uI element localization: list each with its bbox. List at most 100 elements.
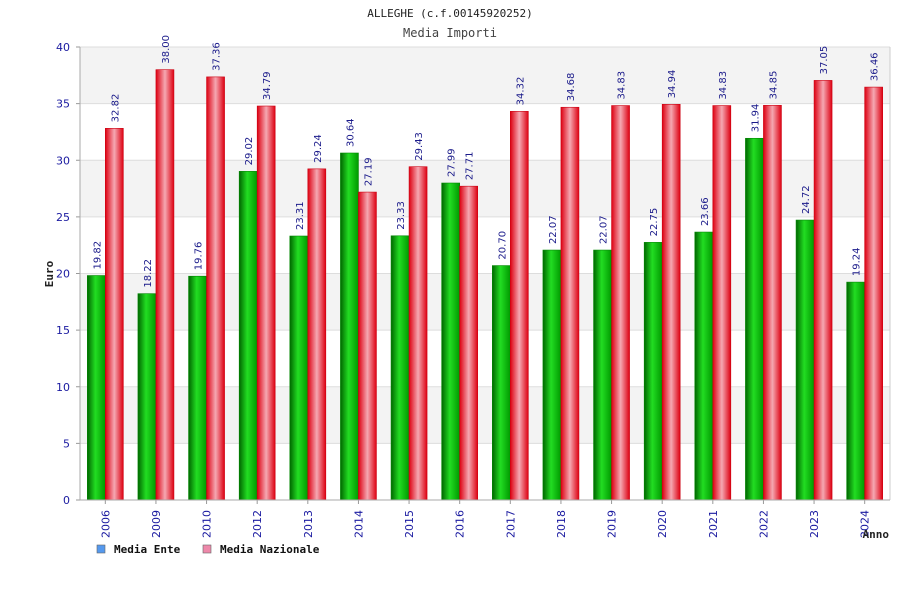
chart-subtitle: Media Importi [403,26,497,40]
data-label: 22.07 [548,215,559,244]
x-axis: 2006 2009 2010 2012 2013 2014 2015 2016 2017 2018… [80,499,890,538]
data-label: 23.33 [396,201,407,230]
y-tick-label: 30 [56,154,70,167]
x-tick-label: 2006 [99,510,112,538]
x-axis-label: Anno [863,528,890,541]
bar-media-ente [542,249,562,501]
bar-media-nazionale [560,106,580,501]
bar-media-ente [593,249,612,501]
bar-media-ente [492,265,511,501]
x-tick-label: 2024 [859,510,872,538]
data-label: 24.72 [801,185,812,214]
data-label: 38.00 [161,35,172,64]
bar-media-nazionale [408,166,428,501]
data-label: 23.66 [700,197,711,226]
x-tick-label: 2009 [150,510,163,538]
y-tick-label: 35 [56,98,70,111]
bar-media-nazionale [611,105,630,501]
chart-title: ALLEGHE (c.f.00145920252) [367,7,533,20]
bar-media-ente [694,231,714,501]
bar-media-nazionale [712,105,732,501]
bar-media-nazionale [763,105,782,501]
x-tick-label: 2012 [251,510,264,538]
y-tick-label: 40 [56,41,70,54]
x-tick-label: 2020 [656,510,669,538]
bar-media-nazionale [256,105,276,501]
bar-media-ente [340,152,359,501]
data-label: 34.79 [262,71,273,100]
data-label: 19.24 [852,247,863,276]
bar-media-nazionale [661,104,681,501]
data-label: 27.71 [465,152,476,181]
data-label: 22.07 [599,215,610,244]
bar-media-ente [441,182,460,501]
data-label: 23.31 [295,201,306,230]
data-label: 29.24 [313,134,324,163]
x-tick-label: 2023 [808,510,821,538]
bar-media-nazionale [307,168,327,501]
y-tick-label: 15 [56,324,70,337]
bar-media-nazionale [813,80,833,501]
data-label: 31.94 [750,104,761,133]
x-tick-label: 2022 [757,510,770,538]
bar-media-ente [390,235,410,501]
bar-media-nazionale [358,191,377,501]
x-tick-label: 2016 [454,510,467,538]
data-label: 19.76 [194,242,205,271]
bars-group [87,69,883,501]
bar-media-nazionale [155,69,175,501]
data-label: 37.36 [212,42,223,71]
bar-media-nazionale [459,185,478,501]
data-label: 18.22 [143,259,154,288]
data-label: 19.82 [92,241,103,270]
bar-media-ente [643,242,663,501]
y-axis-label: Euro [43,260,56,287]
data-label: 27.19 [363,157,374,186]
x-tick-label: 2013 [302,510,315,538]
bar-media-ente [745,137,764,501]
x-tick-label: 2010 [201,510,214,538]
bar-media-ente [238,171,258,501]
bar-media-ente [188,275,207,501]
data-label: 34.85 [768,71,779,100]
bar-media-ente [795,219,815,501]
data-label: 34.83 [617,71,628,100]
x-tick-label: 2019 [606,510,619,538]
bar-media-ente [289,235,309,501]
data-label: 34.32 [515,77,526,106]
x-tick-label: 2015 [403,510,416,538]
legend-swatch [202,544,212,554]
data-label: 29.02 [244,137,255,166]
x-tick-label: 2014 [352,510,365,538]
legend-swatch [96,544,106,554]
bar-media-ente [137,293,157,501]
data-label: 22.75 [649,208,660,237]
x-tick-label: 2018 [555,510,568,538]
data-label: 20.70 [497,231,508,260]
data-label: 36.46 [870,52,881,81]
bar-media-nazionale [105,128,124,501]
y-axis: 0 5 10 15 20 25 30 35 40 [56,41,891,507]
data-label: 34.68 [566,73,577,102]
bar-media-nazionale [206,76,225,501]
x-tick-label: 2017 [504,510,517,538]
data-label: 29.43 [414,132,425,161]
bar-media-ente [87,275,106,501]
y-tick-label: 5 [63,437,70,450]
bar-media-ente [846,281,865,501]
y-tick-label: 10 [56,381,70,394]
legend: Media Ente Media Nazionale [96,543,320,556]
data-label: 34.83 [718,71,729,100]
y-tick-label: 20 [56,268,70,281]
data-labels-group: 19.82 32.82 18.22 38.00 19.76 37.36 29.02 34.79… [92,35,880,288]
data-label: 27.99 [447,148,458,177]
data-label: 37.05 [819,46,830,75]
y-tick-label: 25 [56,211,70,224]
y-tick-label: 0 [63,494,70,507]
legend-label: Media Ente [114,543,181,556]
x-tick-label: 2021 [707,510,720,538]
data-label: 32.82 [110,94,121,123]
bar-media-nazionale [510,111,529,501]
